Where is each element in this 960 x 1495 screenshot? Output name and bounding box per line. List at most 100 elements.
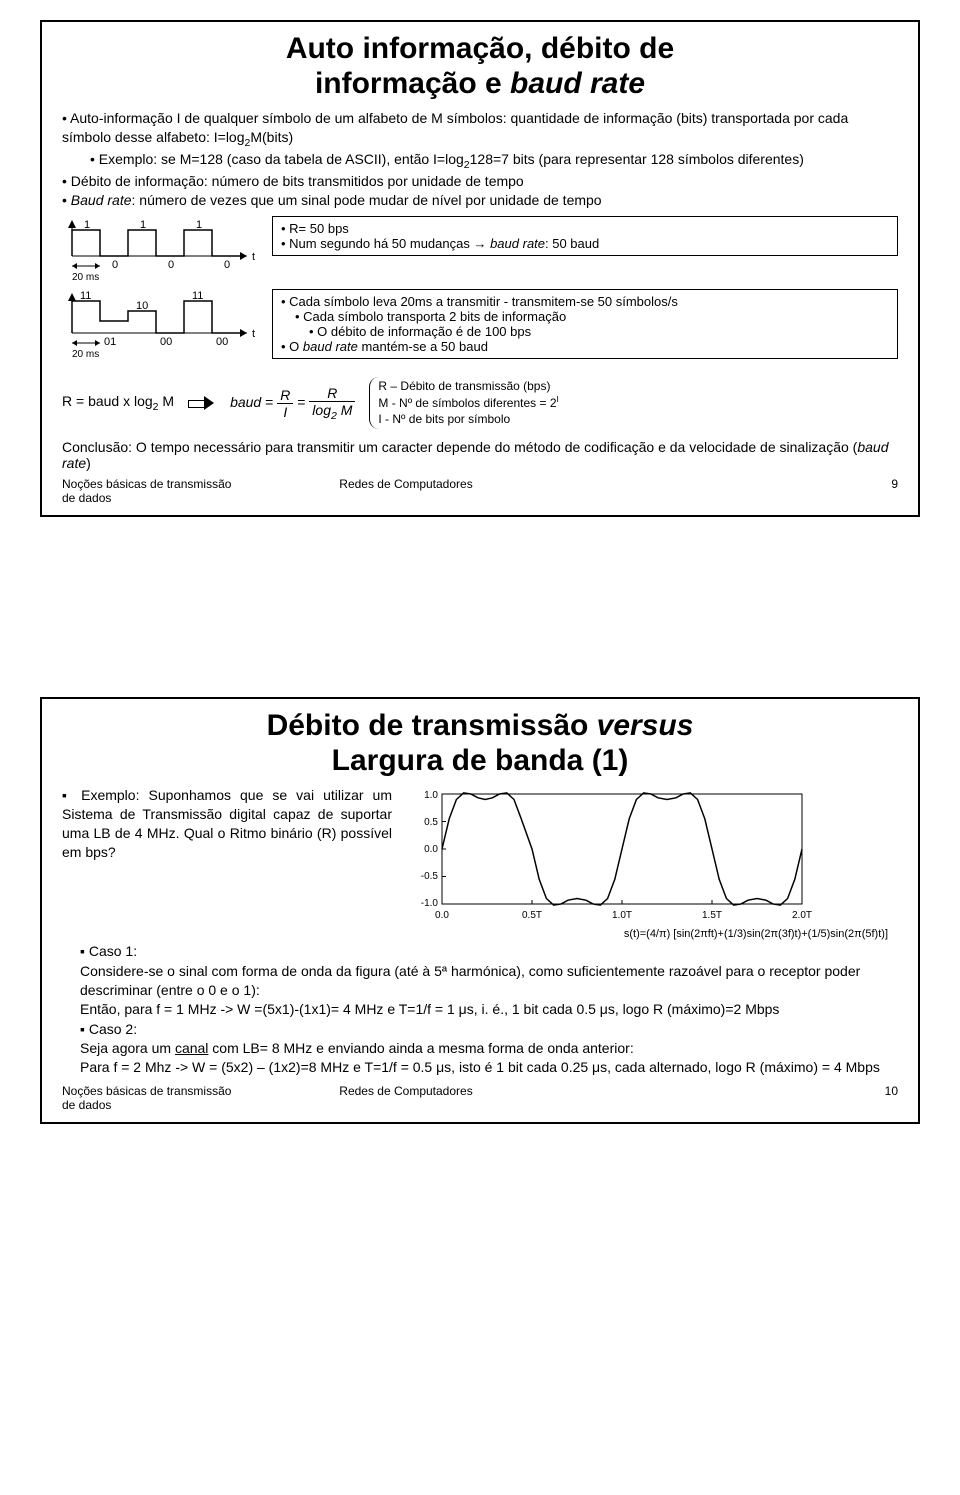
f2n: R	[309, 385, 355, 402]
svg-text:1.0T: 1.0T	[612, 910, 632, 921]
w1-t: t	[252, 251, 255, 263]
slide2-full: Caso 1: Considere-se o sinal com forma d…	[62, 942, 898, 1077]
caso1-l2: Então, para f = 1 MHz -> W =(5x1)-(1x1)=…	[80, 1000, 898, 1019]
b1-text: Auto-informação I de qualquer símbolo de…	[62, 110, 848, 145]
fm-eq2: =	[297, 394, 305, 410]
footer2-right: 10	[570, 1084, 898, 1112]
formula-brace: R – Débito de transmissão (bps) M - Nº d…	[369, 377, 558, 430]
svg-text:0: 0	[112, 259, 118, 271]
s2t-a: Débito de transmissão	[267, 709, 597, 742]
svg-text:0.5T: 0.5T	[522, 910, 542, 921]
brace-l1: R – Débito de transmissão (bps)	[378, 379, 558, 395]
svg-text:01: 01	[104, 336, 116, 348]
title-line1: Auto informação, débito de	[286, 32, 674, 65]
bullet-debito: Débito de informação: número de bits tra…	[62, 172, 898, 191]
slide1-conclusion: Conclusão: O tempo necessário para trans…	[62, 439, 898, 471]
box2-l1: Cada símbolo leva 20ms a transmitir - tr…	[281, 294, 889, 309]
wave-row-1: 1 1 1 0 0 0 t 20 ms R= 50 bps Num segund…	[62, 216, 898, 283]
b2b: 128=7 bits (para representar 128 símbolo…	[470, 151, 804, 167]
c2l1u: canal	[175, 1040, 208, 1056]
slide2-footer: Noções básicas de transmissão de dados R…	[62, 1084, 898, 1112]
footer-left: Noções básicas de transmissão de dados	[62, 477, 242, 505]
footer2-left: Noções básicas de transmissão de dados	[62, 1084, 242, 1112]
formula-mid: baud = RI = R log2 M	[230, 385, 355, 422]
slide1-footer: Noções básicas de transmissão de dados R…	[62, 477, 898, 505]
graph-caption: s(t)=(4/π) [sin(2πft)+(1/3)sin(2π(3f)t)+…	[402, 928, 898, 940]
svg-text:0: 0	[168, 259, 174, 271]
b4a: Baud rate	[71, 192, 132, 208]
conc-a: Conclusão: O tempo necessário para trans…	[62, 439, 857, 455]
box2-l4: O baud rate mantém-se a 50 baud	[281, 339, 889, 354]
svg-text:00: 00	[160, 336, 172, 348]
fm-eq1: =	[265, 394, 273, 410]
f2d-b: M	[337, 402, 353, 418]
box2-l2: Cada símbolo transporta 2 bits de inform…	[295, 309, 889, 324]
bullet-baud: Baud rate: número de vezes que um sinal …	[62, 191, 898, 210]
box1-l1: R= 50 bps	[281, 221, 889, 236]
b1-tail: M(bits)	[250, 129, 293, 145]
box1-l2: Num segundo há 50 mudanças → baud rate: …	[281, 236, 889, 251]
svg-text:2.0T: 2.0T	[792, 910, 812, 921]
brace-l2: M - Nº de símbolos diferentes = 2I	[378, 394, 558, 412]
c2l1b: com LB= 8 MHz e enviando ainda a mesma f…	[208, 1040, 633, 1056]
svg-text:1.5T: 1.5T	[702, 910, 722, 921]
f1n: R	[277, 387, 293, 404]
conc-c: )	[86, 455, 91, 471]
caso2-l1: Seja agora um canal com LB= 8 MHz e envi…	[80, 1039, 898, 1058]
slide2-title: Débito de transmissão versus Largura de …	[62, 709, 898, 778]
svg-text:1: 1	[140, 219, 146, 231]
wave-row-2: 11 10 11 01 00 00 t 20 ms Cada símbolo l…	[62, 289, 898, 367]
svg-text:00: 00	[216, 336, 228, 348]
w2-span: 20 ms	[72, 349, 262, 360]
s2-example: Exemplo: Suponhamos que se vai utilizar …	[62, 786, 392, 862]
box2-l4b: baud rate	[303, 339, 358, 354]
title-line2b: baud rate	[510, 67, 645, 100]
box2-l4c: mantém-se a 50 baud	[358, 339, 488, 354]
f1d: I	[277, 404, 293, 420]
footer2-center: Redes de Computadores	[242, 1084, 570, 1112]
caso1-head: Caso 1:	[80, 942, 898, 961]
info-box-1: R= 50 bps Num segundo há 50 mudanças → b…	[272, 216, 898, 256]
title-line2a: informação e	[315, 67, 510, 100]
f2d-a: log	[312, 402, 331, 418]
svg-text:-1.0: -1.0	[421, 898, 439, 909]
slide2-body: Exemplo: Suponhamos que se vai utilizar …	[62, 786, 898, 940]
wave1-svg: 1 1 1 0 0 0 t	[62, 216, 262, 272]
slide1-bullets: Auto-informação I de qualquer símbolo de…	[62, 109, 898, 210]
bullet-autoinfo: Auto-informação I de qualquer símbolo de…	[62, 109, 898, 150]
w1-t0: 1	[84, 219, 90, 231]
bullet-example: Exemplo: se M=128 (caso da tabela de ASC…	[90, 150, 898, 172]
wave2-svg: 11 10 11 01 00 00 t	[62, 289, 262, 349]
f2d: log2 M	[309, 402, 355, 422]
info-box-2: Cada símbolo leva 20ms a transmitir - tr…	[272, 289, 898, 359]
c2l1a: Seja agora um	[80, 1040, 175, 1056]
wave2-col: 11 10 11 01 00 00 t 20 ms	[62, 289, 262, 360]
arrow-icon	[188, 396, 216, 410]
box1-l2c: : 50 baud	[545, 236, 599, 251]
formula-row: R = baud x log2 M baud = RI = R log2 M R…	[62, 377, 898, 430]
svg-text:0.0: 0.0	[424, 844, 438, 855]
slide-gap	[0, 557, 960, 677]
svg-text:0.0: 0.0	[435, 910, 449, 921]
svg-text:t: t	[252, 328, 255, 340]
brace-l3: I - Nº de bits por símbolo	[378, 412, 558, 428]
slide1-title: Auto informação, débito de informação e …	[62, 32, 898, 101]
brace-l2sup: I	[557, 394, 559, 404]
slide-2: Débito de transmissão versus Largura de …	[40, 697, 920, 1123]
box1-l2a: Num segundo há 50 mudanças →	[289, 236, 490, 251]
svg-text:11: 11	[192, 290, 203, 302]
formula-left: R = baud x log2 M	[62, 393, 174, 413]
footer-center: Redes de Computadores	[242, 477, 570, 505]
b4b: : número de vezes que um sinal pode muda…	[132, 192, 602, 208]
svg-text:11: 11	[80, 290, 91, 302]
box2-l4a: O	[289, 339, 303, 354]
caso2-head: Caso 2:	[80, 1020, 898, 1039]
svg-text:10: 10	[136, 300, 148, 312]
w1-span: 20 ms	[72, 272, 262, 283]
slide-1: Auto informação, débito de informação e …	[40, 20, 920, 517]
b2a: Exemplo: se M=128 (caso da tabela de ASC…	[99, 151, 464, 167]
brace-l2a: M - Nº de símbolos diferentes = 2	[378, 396, 556, 410]
svg-text:0.5: 0.5	[424, 817, 438, 828]
svg-text:-0.5: -0.5	[421, 871, 439, 882]
footer-right: 9	[570, 477, 898, 505]
